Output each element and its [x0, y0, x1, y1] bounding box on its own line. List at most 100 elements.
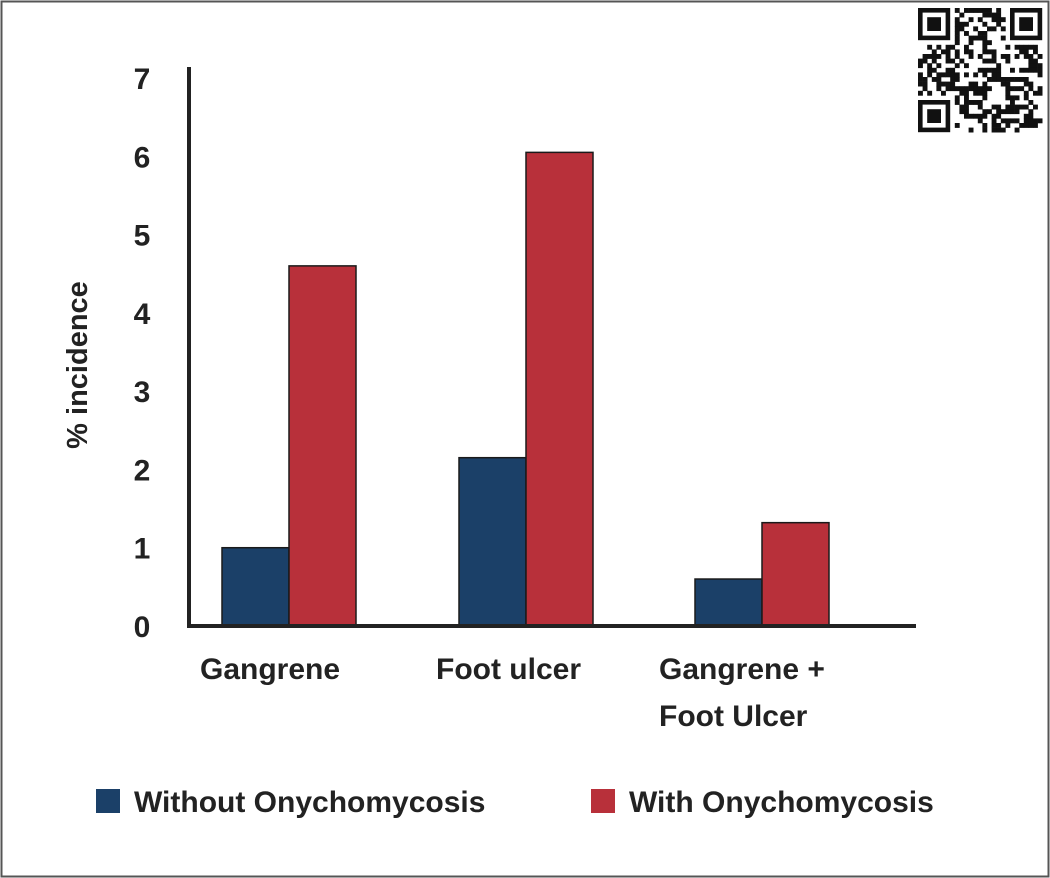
qr-module — [996, 123, 1002, 128]
qr-module — [936, 72, 942, 78]
qr-module — [918, 77, 923, 82]
legend-swatch — [591, 789, 615, 813]
qr-module — [968, 113, 974, 119]
qr-module — [987, 86, 992, 92]
qr-module — [968, 8, 974, 13]
y-tick-label: 4 — [134, 298, 151, 331]
qr-module — [1023, 54, 1029, 59]
qr-module — [941, 49, 946, 55]
qr-module — [1010, 109, 1015, 115]
qr-module — [945, 81, 951, 87]
qr-module — [1019, 67, 1025, 73]
legend-label: Without Onychomycosis — [134, 786, 485, 819]
qr-module — [991, 26, 997, 32]
qr-module — [982, 90, 988, 96]
qr-module — [959, 104, 965, 110]
qr-module — [964, 63, 969, 69]
qr-module — [964, 104, 969, 110]
qr-module — [964, 113, 969, 119]
qr-module — [1005, 118, 1011, 124]
qr-module — [1033, 123, 1038, 128]
qr-module — [1019, 77, 1025, 82]
qr-module — [968, 54, 974, 59]
qr-module — [931, 67, 937, 73]
qr-module — [996, 109, 1002, 115]
qr-module — [945, 44, 951, 50]
qr-module — [964, 100, 969, 105]
qr-module — [1023, 104, 1029, 110]
qr-module — [996, 72, 1002, 78]
qr-module — [959, 21, 965, 27]
qr-module — [1033, 58, 1038, 64]
qr-module — [982, 35, 988, 41]
qr-module — [922, 77, 928, 82]
qr-module — [931, 58, 937, 64]
qr-module — [931, 49, 937, 55]
qr-module — [927, 44, 933, 50]
legend-label: With Onychomycosis — [629, 786, 934, 819]
qr-module — [936, 44, 942, 50]
qr-module — [936, 81, 942, 87]
qr-module — [950, 44, 956, 50]
qr-module — [959, 90, 965, 96]
qr-module — [927, 63, 933, 69]
qr-module — [959, 86, 965, 92]
qr-module — [1014, 77, 1020, 82]
qr-module — [1033, 67, 1038, 73]
qr-module — [1005, 81, 1011, 87]
qr-module — [1028, 100, 1034, 105]
qr-module — [1037, 67, 1043, 73]
qr-module — [987, 26, 992, 32]
qr-module — [950, 86, 956, 92]
qr-module — [968, 127, 974, 133]
qr-module — [959, 26, 965, 32]
qr-module — [987, 77, 992, 82]
qr-module — [1005, 54, 1011, 59]
qr-module — [918, 81, 923, 87]
qr-module — [996, 12, 1002, 18]
bar-without-onychomycosis — [694, 578, 763, 627]
qr-module — [982, 123, 988, 128]
qr-module — [973, 35, 979, 41]
qr-module — [1019, 104, 1025, 110]
qr-module — [945, 58, 951, 64]
category-label: Foot Ulcer — [659, 700, 808, 733]
qr-module — [996, 8, 1002, 13]
qr-module — [977, 100, 983, 105]
bar-with-onychomycosis — [525, 151, 594, 627]
qr-module — [1005, 123, 1011, 128]
qr-module — [1037, 118, 1043, 124]
qr-module — [941, 90, 946, 96]
qr-module — [987, 109, 992, 115]
qr-module — [941, 72, 946, 78]
qr-module — [977, 86, 983, 92]
qr-module — [964, 44, 969, 50]
qr-module — [991, 72, 997, 78]
qr-module — [1014, 95, 1020, 101]
qr-module — [936, 63, 942, 69]
qr-module — [991, 17, 997, 23]
qr-module — [1005, 104, 1011, 110]
qr-module — [950, 72, 956, 78]
qr-module — [954, 95, 960, 101]
qr-module — [964, 72, 969, 78]
qr-module — [1037, 63, 1043, 69]
qr-module — [964, 31, 969, 36]
legend-swatch — [96, 789, 120, 813]
y-axis-title: % incidence — [62, 281, 94, 449]
qr-module — [954, 40, 960, 46]
qr-module — [991, 58, 997, 64]
qr-module — [1033, 118, 1038, 124]
qr-module — [1010, 77, 1015, 82]
qr-module — [954, 72, 960, 78]
qr-module — [968, 100, 974, 105]
qr-module — [982, 21, 988, 27]
qr-module — [982, 109, 988, 115]
qr-module — [996, 77, 1002, 82]
qr-module — [1005, 77, 1011, 82]
qr-module — [991, 77, 997, 82]
qr-module — [1023, 81, 1029, 87]
qr-module — [945, 86, 951, 92]
qr-module — [1037, 72, 1043, 78]
qr-module — [996, 17, 1002, 23]
